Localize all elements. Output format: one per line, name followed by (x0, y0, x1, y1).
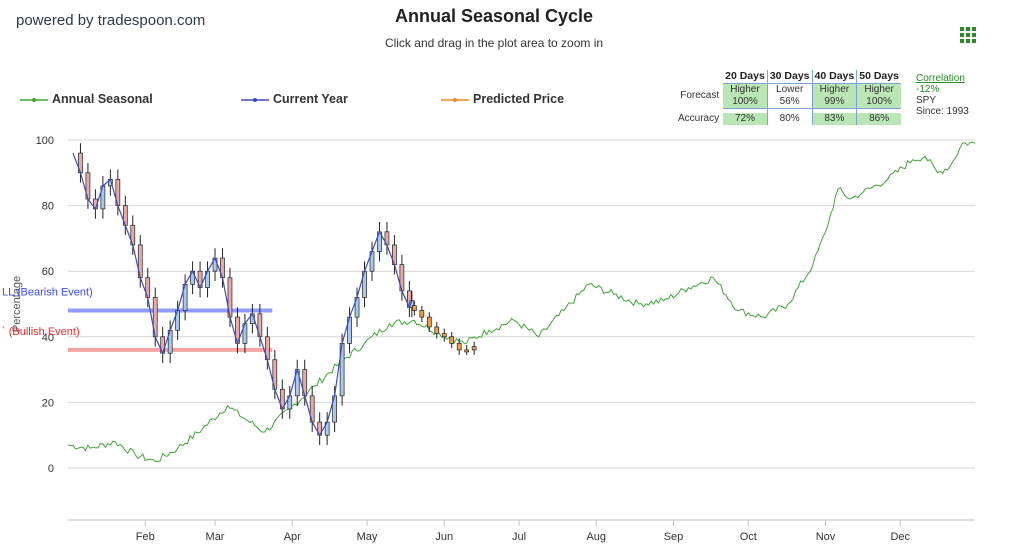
x-tick-label: May (357, 531, 378, 543)
x-tick-label: Feb (136, 531, 155, 543)
x-tick-label: Sep (664, 531, 684, 543)
current-year-line (72, 152, 413, 437)
legend-line-icon (441, 97, 469, 102)
forecast-row-label: Forecast (680, 90, 720, 101)
forecast-cell: Higher 100% (856, 83, 901, 109)
predicted-candle (449, 336, 455, 344)
x-tick-label: Aug (586, 531, 606, 543)
legend-label: Annual Seasonal (52, 92, 153, 106)
correlation-value: -12% (916, 84, 940, 95)
predicted-candle (464, 349, 470, 353)
x-tick-label: Dec (890, 531, 910, 543)
accuracy-cell: 86% (856, 113, 901, 125)
legend-line-icon (241, 97, 269, 102)
chart-subtitle: Click and drag in the plot area to zoom … (384, 36, 604, 50)
bullish-event-label: ` (Bullish Event) (2, 326, 80, 338)
forecast-cell: Higher 99% (812, 83, 858, 109)
symbol-text: SPY (916, 95, 937, 106)
predicted-candle (471, 346, 477, 351)
legend-label: Current Year (273, 92, 348, 106)
accuracy-cell: 83% (812, 113, 858, 125)
since-text: Since: 1993 (916, 106, 969, 117)
stats-col-header: 50 Days (856, 70, 901, 84)
stats-col-header: 40 Days (812, 70, 858, 84)
predicted-candle (456, 343, 462, 351)
forecast-cell: Higher 100% (723, 83, 768, 109)
legend-item-predicted-price[interactable]: Predicted Price (441, 92, 564, 106)
forecast-cell: Lower 56% (767, 83, 813, 109)
powered-by-text[interactable]: powered by tradespoon.com (16, 12, 206, 29)
x-tick-label: Jul (512, 531, 526, 543)
y-tick-label: 80 (42, 201, 54, 213)
legend-item-current-year[interactable]: Current Year (241, 92, 348, 106)
predicted-candle (434, 326, 440, 334)
predicted-candle (426, 316, 432, 328)
legend-label: Predicted Price (473, 92, 565, 106)
predicted-candle (412, 305, 417, 311)
legend-item-annual-seasonal[interactable]: Annual Seasonal (20, 92, 153, 106)
accuracy-cell: 72% (723, 113, 768, 125)
chart-menu-icon[interactable] (960, 27, 976, 43)
y-tick-label: 100 (36, 135, 54, 147)
legend-line-icon (20, 97, 48, 102)
x-tick-label: Nov (816, 531, 836, 543)
x-tick-label: Mar (206, 531, 225, 543)
x-tick-label: Oct (740, 531, 757, 543)
correlation-link[interactable]: Correlation (916, 73, 965, 84)
y-tick-label: 20 (42, 397, 54, 409)
y-axis-label: Percentage (11, 276, 23, 332)
bearish-event-label: LL (Bearish Event) (2, 287, 93, 299)
predicted-candle (419, 310, 425, 318)
stats-col-header: 20 Days (723, 70, 768, 84)
accuracy-cell: 80% (767, 113, 813, 125)
correlation-box: Correlation -12% SPY Since: 1993 (916, 73, 969, 117)
x-tick-label: Jun (435, 531, 453, 543)
forecast-stats-table: 20 Days 30 Days 40 Days 50 Days Forecast… (676, 70, 901, 125)
y-tick-label: 0 (48, 463, 54, 475)
annual-seasonal-line (67, 141, 976, 463)
y-tick-label: 40 (42, 332, 54, 344)
predicted-candle (441, 333, 447, 338)
accuracy-row-label: Accuracy (678, 113, 720, 124)
y-tick-label: 60 (42, 266, 54, 278)
chart-title: Annual Seasonal Cycle (394, 6, 594, 26)
stats-col-header: 30 Days (767, 70, 813, 84)
x-tick-label: Apr (284, 531, 301, 543)
